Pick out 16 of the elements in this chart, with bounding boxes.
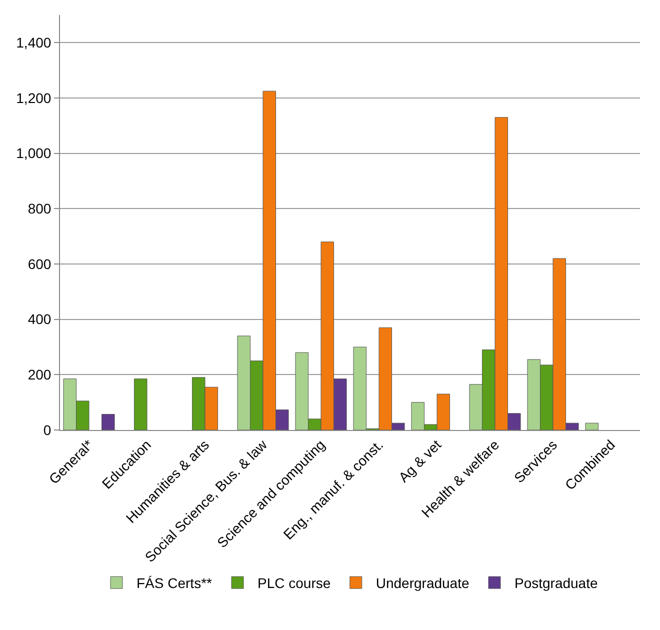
- y-tick-label: 200: [28, 366, 52, 383]
- bar: [102, 414, 115, 430]
- legend-label: Undergraduate: [376, 575, 470, 592]
- y-tick-label: 0: [43, 422, 52, 438]
- y-tick-label: 600: [28, 256, 52, 272]
- legend-label: PLC course: [258, 575, 331, 592]
- x-tick-label: Ag & vet: [395, 436, 444, 486]
- bar: [585, 422, 598, 430]
- y-tick-label: 1,000: [16, 145, 52, 162]
- y-tick-label: 1,400: [16, 34, 52, 51]
- y-tick-label: 1,200: [16, 90, 52, 106]
- y-tick-label: 800: [28, 200, 52, 217]
- legend-label: Postgraduate: [514, 575, 598, 592]
- y-tick-label: 400: [28, 311, 52, 328]
- legend-label: FÁS Certs**: [136, 575, 213, 592]
- bar: [134, 378, 148, 430]
